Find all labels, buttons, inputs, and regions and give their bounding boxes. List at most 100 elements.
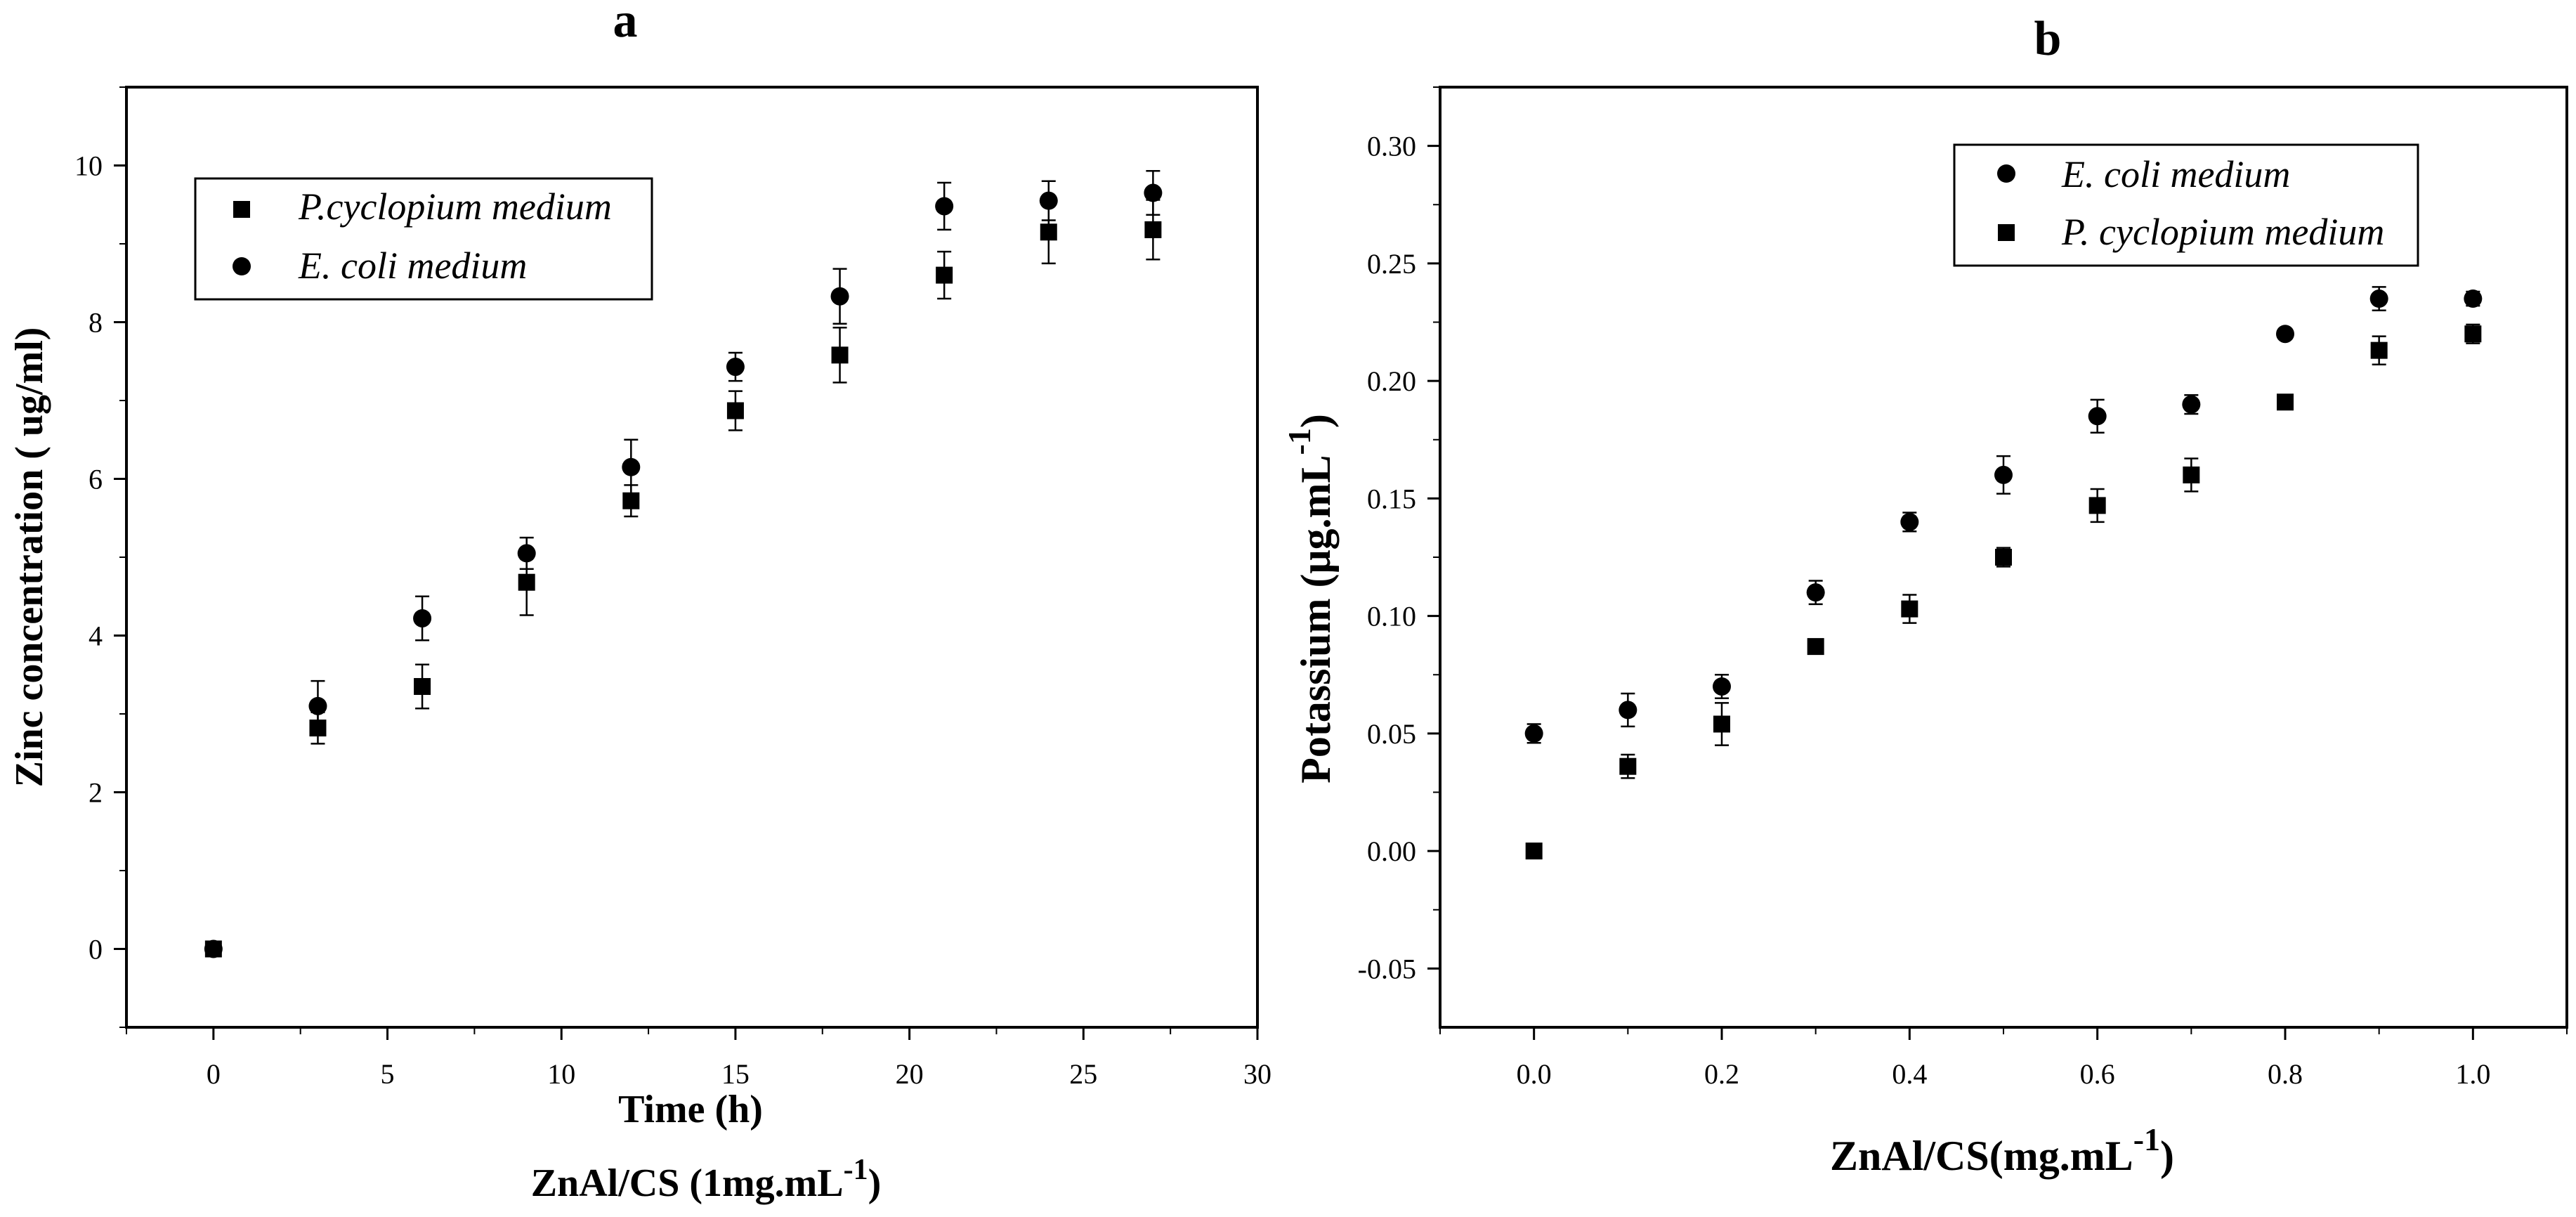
- panel-a-sub-x-label: ZnAl/CS (1mg.mL-1): [531, 1154, 882, 1205]
- data-point-circle: [2464, 289, 2483, 308]
- data-point-circle: [1806, 583, 1825, 602]
- y-tick-label: 0.30: [1367, 131, 1416, 162]
- x-tick-label: 0.0: [1517, 1058, 1552, 1090]
- data-point-circle: [726, 358, 745, 377]
- panel-b: b 0.0 0.2 0.4 0.6 0.8 1.0 -0.05 0.00 0.05 0.10 0.…: [1281, 12, 2568, 1179]
- x-tick-label: 25: [1069, 1058, 1097, 1090]
- y-tick-label: 8: [89, 307, 103, 339]
- panel-a-legend-label-2: E. coli medium: [298, 245, 527, 287]
- data-point-square: [1807, 638, 1824, 656]
- y-tick-label: 2: [89, 777, 103, 809]
- data-point-circle: [1144, 183, 1163, 202]
- panel-a: a 0 5 10 15 20 25 30 0 2 4 6 8 10 P.cyclopium mediu…: [8, 0, 1271, 1205]
- y-tick-label: 0.25: [1367, 248, 1416, 280]
- data-point-circle: [413, 608, 432, 627]
- panel-b-legend-label-2: P. cyclopium medium: [2061, 211, 2384, 253]
- y-tick-label: 0.20: [1367, 365, 1416, 397]
- x-tick-label: 5: [381, 1058, 395, 1090]
- data-point-circle: [2276, 325, 2294, 344]
- panel-b-x-ticks: 0.0 0.2 0.4 0.6 0.8 1.0: [1439, 1027, 2568, 1090]
- data-point-circle: [830, 287, 849, 306]
- data-point-square: [414, 677, 431, 695]
- panel-b-label: b: [2034, 12, 2062, 66]
- x-tick-label: 30: [1243, 1058, 1271, 1090]
- data-point-square: [831, 346, 849, 364]
- panel-a-sub-x-label-sup: -1: [844, 1154, 868, 1186]
- data-point-square: [1525, 842, 1543, 860]
- data-point-square: [2088, 497, 2106, 514]
- x-tick-label: 10: [547, 1058, 575, 1090]
- x-tick-label: 0.4: [1892, 1058, 1927, 1090]
- legend-circle-marker-icon: [1997, 164, 2015, 183]
- data-point-square: [1619, 757, 1637, 775]
- legend-square-marker-icon: [233, 201, 250, 218]
- legend-square-marker-icon: [1998, 224, 2015, 241]
- data-point-square: [2464, 325, 2482, 343]
- panel-a-x-ticks: 0 5 10 15 20 25 30: [126, 1027, 1271, 1090]
- data-point-circle: [1900, 512, 1919, 531]
- y-tick-label: 10: [74, 150, 103, 182]
- data-point-square: [518, 573, 535, 591]
- panel-b-x-axis-label-main: ZnAl/CS(mg.mL: [1830, 1133, 2133, 1179]
- data-point-square: [1713, 715, 1730, 733]
- x-tick-label: 0.8: [2268, 1058, 2303, 1090]
- data-point-square: [1040, 223, 1057, 241]
- panel-b-y-axis-label-tail: ): [1293, 414, 1339, 428]
- data-point-circle: [1994, 465, 2013, 484]
- data-point-square: [936, 266, 953, 284]
- data-point-square: [1995, 549, 2012, 566]
- data-point-square: [1144, 221, 1162, 238]
- data-point-circle: [1524, 724, 1543, 743]
- data-point-circle: [2088, 407, 2107, 426]
- panel-a-y-ticks: 0 2 4 6 8 10: [74, 86, 126, 1028]
- data-point-square: [2370, 341, 2388, 359]
- y-tick-label: 6: [89, 464, 103, 495]
- panel-b-x-axis-label: ZnAl/CS(mg.mL-1): [1830, 1121, 2174, 1179]
- y-tick-label: 0.10: [1367, 601, 1416, 632]
- panel-a-legend-box: [194, 177, 653, 301]
- y-tick-label: 0.05: [1367, 718, 1416, 750]
- panel-a-label: a: [613, 0, 638, 48]
- data-point-square: [2277, 393, 2294, 411]
- y-tick-label: 4: [89, 620, 103, 652]
- data-point-circle: [935, 197, 954, 216]
- y-tick-label: 0.00: [1367, 835, 1416, 867]
- data-point-circle: [622, 457, 641, 476]
- y-tick-label: 0.15: [1367, 483, 1416, 514]
- y-tick-label: 0: [89, 934, 103, 965]
- data-point-square: [2183, 466, 2200, 483]
- data-point-square: [1901, 600, 1918, 618]
- data-point-square: [726, 402, 744, 419]
- panel-b-y-axis-label: Potassium (μg.mL-1): [1281, 414, 1339, 783]
- x-tick-label: 0: [207, 1058, 221, 1090]
- panel-b-x-axis-label-tail: ): [2160, 1133, 2174, 1179]
- data-point-circle: [1039, 191, 1058, 210]
- data-point-circle: [308, 696, 327, 715]
- panel-b-legend-box: [1953, 143, 2419, 267]
- panel-a-y-axis-label: Zinc concentration ( ug/ml): [8, 327, 51, 788]
- panel-a-sub-x-label-main: ZnAl/CS (1mg.mL: [531, 1161, 844, 1205]
- panel-b-y-axis-label-main: Potassium (μg.mL: [1293, 455, 1339, 783]
- y-tick-label: -0.05: [1358, 953, 1416, 984]
- data-point-circle: [517, 544, 536, 563]
- x-tick-label: 1.0: [2455, 1058, 2490, 1090]
- data-point-circle: [2369, 289, 2388, 308]
- panel-b-y-ticks: -0.05 0.00 0.05 0.10 0.15 0.20 0.25 0.30: [1358, 86, 1440, 984]
- x-tick-label: 15: [721, 1058, 750, 1090]
- panel-b-data-points: [1524, 286, 2483, 860]
- panel-a-legend-label-1: P.cyclopium medium: [298, 186, 612, 228]
- panel-b-legend-label-1: E. coli medium: [2061, 153, 2290, 195]
- x-tick-label: 0.2: [1704, 1058, 1739, 1090]
- data-point-circle: [204, 939, 223, 958]
- panel-a-data-points: [204, 170, 1163, 958]
- x-tick-label: 20: [896, 1058, 924, 1090]
- data-point-circle: [2182, 395, 2201, 414]
- panel-a-x-axis-label: Time (h): [618, 1088, 763, 1131]
- data-point-circle: [1619, 701, 1637, 720]
- x-tick-label: 0.6: [2080, 1058, 2115, 1090]
- panel-b-y-axis-label-sup: -1: [1281, 428, 1317, 455]
- legend-circle-marker-icon: [233, 257, 251, 275]
- data-point-circle: [1713, 677, 1731, 696]
- panel-a-sub-x-label-tail: ): [868, 1161, 882, 1205]
